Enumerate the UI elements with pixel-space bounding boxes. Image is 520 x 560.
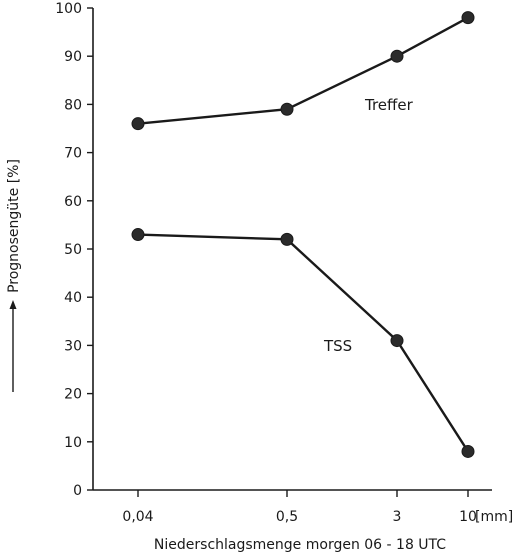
data-point-tss [280,232,294,246]
y-axis-title-group: Prognosengüte [%] [6,159,22,293]
data-point-treffer [461,11,475,25]
x-axis-title: Niederschlagsmenge morgen 06 - 18 UTC [154,537,446,553]
y-axis-arrow [9,300,17,392]
x-tick-label: 3 [393,509,402,525]
x-tick-label: 0,04 [122,509,153,525]
y-tick-label: 0 [73,483,82,499]
y-tick-label: 10 [64,435,82,451]
series-label-tss: TSS [323,337,352,355]
y-tick-label: 90 [64,49,82,65]
x-unit-label: [mm] [475,509,513,525]
data-point-treffer [280,102,294,116]
x-tick-label: 10 [459,509,477,525]
data-point-treffer [131,117,145,131]
y-tick-label: 30 [64,338,82,354]
y-axis-arrow-head [9,300,17,309]
series-line-tss [137,233,470,453]
y-tick-label: 20 [64,387,82,403]
series-label-treffer: Treffer [364,96,414,114]
y-tick-label: 40 [64,290,82,306]
data-point-tss [461,444,475,458]
y-tick-label: 60 [64,194,82,210]
data-point-treffer [390,49,404,63]
series-line-treffer [137,16,469,125]
y-axis-title: Prognosengüte [%] [6,159,22,293]
y-tick-label: 70 [64,146,82,162]
data-point-tss [131,228,145,242]
axes [92,8,492,491]
x-tick-label: 0,5 [276,509,298,525]
series-layer [131,11,475,458]
y-ticks: 0 10 20 30 40 50 60 70 80 90 100 [55,1,93,499]
y-tick-label: 80 [64,97,82,113]
data-point-tss [390,334,404,348]
x-ticks: 0,04 0,5 3 10 [122,490,477,525]
y-tick-label: 50 [64,242,82,258]
y-tick-label: 100 [55,1,82,17]
